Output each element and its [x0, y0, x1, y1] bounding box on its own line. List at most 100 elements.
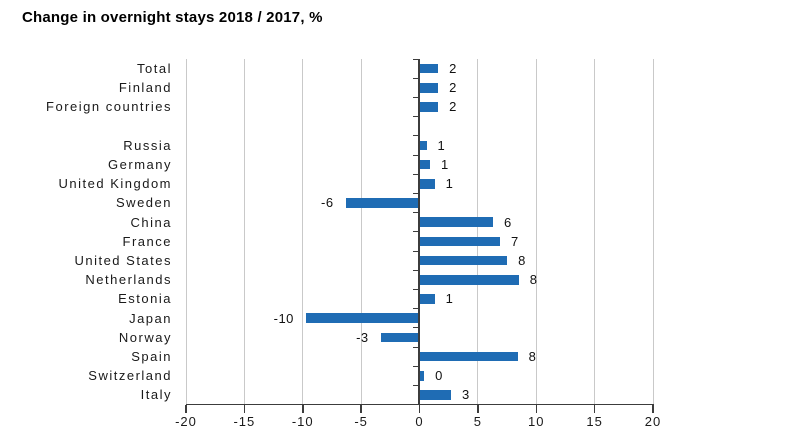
bar — [419, 217, 494, 227]
zero-axis-line — [418, 59, 420, 405]
bar — [419, 236, 501, 247]
bar — [419, 255, 508, 266]
v-gridline — [594, 59, 596, 405]
x-axis-tick-label: -15 — [233, 413, 256, 429]
bar-value-label: -3 — [356, 329, 369, 345]
bar-value-label: 0 — [435, 368, 443, 384]
bar-value-label: 1 — [441, 157, 449, 172]
category-label: Spain — [131, 349, 172, 364]
y-axis-tick — [412, 288, 418, 291]
x-axis-tick — [360, 404, 362, 413]
x-axis-tick — [652, 404, 654, 413]
bar — [419, 390, 452, 400]
bar-value-label: 6 — [504, 214, 512, 230]
bar-value-label: 3 — [462, 387, 470, 403]
y-axis-tick — [412, 308, 418, 310]
x-axis-tick — [418, 404, 421, 413]
bar — [419, 294, 435, 304]
x-axis-tick-label: 15 — [586, 413, 603, 429]
category-label: Italy — [140, 387, 172, 403]
bar — [419, 83, 439, 93]
bar-value-label: 1 — [445, 291, 454, 307]
x-axis-tick — [593, 404, 596, 413]
v-gridline — [302, 59, 304, 405]
y-axis-tick — [412, 58, 418, 60]
x-axis-tick — [535, 404, 537, 413]
category-label: France — [122, 233, 172, 249]
x-axis-tick — [302, 404, 304, 413]
bar — [305, 313, 418, 323]
bar — [419, 351, 518, 362]
bar — [419, 179, 435, 189]
bar-value-label: -6 — [321, 195, 334, 211]
y-axis-tick — [412, 96, 418, 99]
x-axis-tick — [185, 404, 187, 413]
x-axis-tick-label: -10 — [291, 413, 314, 429]
bar — [380, 332, 418, 343]
category-label: Russia — [123, 137, 172, 153]
x-axis-tick-label: -5 — [354, 413, 368, 429]
category-label: Japan — [129, 310, 172, 326]
x-axis-tick-label: 10 — [528, 413, 545, 429]
v-gridline — [185, 59, 187, 405]
x-axis-tick — [477, 404, 479, 413]
bar-value-label: 1 — [437, 137, 446, 153]
v-gridline — [477, 59, 479, 405]
category-label: Total — [137, 61, 172, 76]
y-axis-tick — [412, 212, 418, 214]
y-axis-tick — [412, 327, 418, 329]
bar-value-label: 7 — [511, 233, 519, 249]
y-axis-tick — [412, 250, 418, 252]
v-gridline — [360, 59, 362, 405]
y-axis-tick — [412, 116, 418, 118]
y-axis-tick — [412, 365, 418, 367]
x-axis-tick-label: 0 — [415, 413, 424, 429]
v-gridline — [652, 59, 654, 405]
category-label: Norway — [118, 329, 172, 345]
bar-value-label: 2 — [449, 80, 457, 96]
bar — [419, 275, 519, 285]
bar — [419, 159, 430, 170]
x-axis-tick-label: 20 — [644, 413, 662, 429]
bar — [419, 140, 427, 151]
category-label: Netherlands — [85, 272, 172, 288]
y-axis-tick — [412, 192, 418, 195]
bar-value-label: -10 — [273, 310, 294, 326]
category-label: United States — [74, 253, 172, 268]
v-gridline — [243, 59, 245, 405]
chart-title: Change in overnight stays 2018 / 2017, % — [22, 9, 323, 26]
y-axis-tick — [412, 269, 418, 271]
y-axis-tick — [412, 173, 418, 175]
bar — [419, 371, 425, 381]
category-label: Foreign countries — [46, 99, 172, 115]
y-axis-tick — [412, 154, 418, 156]
bar-value-label: 2 — [449, 99, 457, 115]
bar-value-label: 8 — [529, 272, 538, 288]
category-label: China — [130, 214, 172, 230]
x-axis-tick-label: 5 — [473, 413, 482, 429]
y-axis-tick — [412, 384, 418, 387]
category-label: United Kingdom — [58, 176, 172, 192]
y-axis-tick — [412, 346, 418, 348]
x-axis-line — [185, 403, 654, 406]
bar — [345, 198, 418, 208]
category-label: Finland — [118, 80, 172, 96]
y-axis-tick — [412, 404, 418, 406]
bar — [419, 63, 439, 74]
v-gridline — [535, 59, 537, 405]
category-label: Switzerland — [88, 368, 172, 384]
category-label: Germany — [108, 157, 172, 172]
bar-value-label: 8 — [518, 253, 526, 268]
bar-value-label: 8 — [528, 349, 537, 364]
category-label: Estonia — [118, 291, 172, 307]
y-axis-tick — [412, 231, 418, 233]
bar-value-label: 2 — [449, 61, 457, 76]
y-axis-tick — [412, 77, 418, 79]
bar-value-label: 1 — [445, 176, 454, 192]
category-label: Sweden — [116, 195, 172, 211]
x-axis-tick-label: -20 — [175, 413, 197, 429]
y-axis-tick — [412, 135, 418, 137]
x-axis-tick — [243, 404, 246, 413]
bar — [419, 102, 439, 112]
